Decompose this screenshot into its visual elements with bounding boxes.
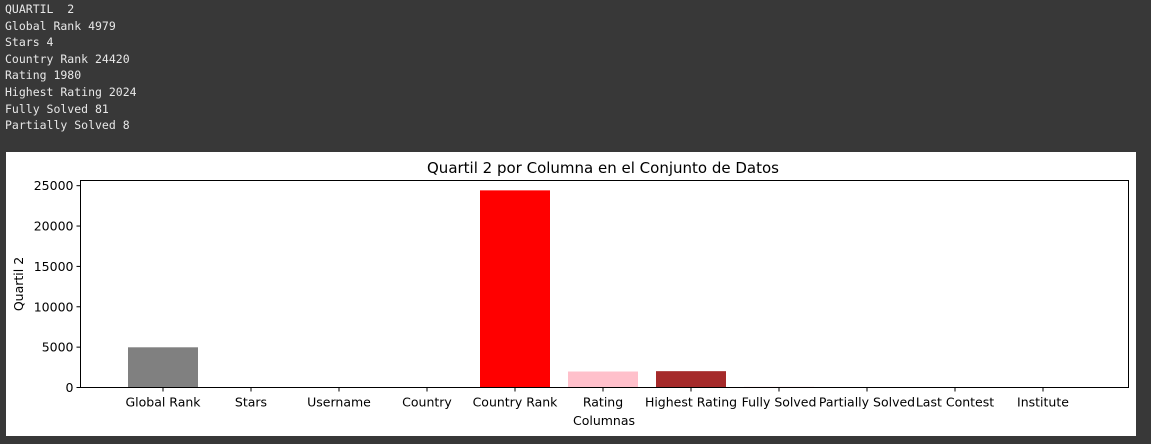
x-tick-label: Institute: [1017, 395, 1069, 410]
bar: [656, 371, 726, 388]
x-tick-label: Rating: [583, 395, 623, 410]
chart-output: Quartil 2 por Columna en el Conjunto de …: [6, 152, 1136, 436]
x-tick-label: Username: [307, 395, 371, 410]
chart-title: Quartil 2 por Columna en el Conjunto de …: [427, 159, 779, 177]
x-ticks: Global Rank Stars Username Country Country R…: [125, 387, 1069, 410]
output-line: Partially Solved 8: [5, 118, 130, 133]
bar: [128, 347, 198, 388]
y-tick-label: 25000: [34, 178, 74, 193]
x-tick-label: Country: [402, 395, 452, 410]
bar-chart: Quartil 2 por Columna en el Conjunto de …: [11, 159, 1129, 428]
axes-frame: [80, 180, 1129, 388]
output-line: Rating 1980: [5, 68, 82, 83]
x-tick-label: Global Rank: [125, 395, 201, 410]
x-tick-label: Partially Solved: [819, 395, 915, 410]
output-line: Highest Rating 2024: [5, 84, 137, 99]
cell-output-text: QUARTIL 2 Global Rank 4979 Stars 4 Country …: [5, 1, 137, 134]
output-line: Global Rank 4979: [5, 18, 116, 33]
bar: [568, 371, 638, 388]
x-tick-label: Highest Rating: [645, 395, 737, 410]
output-line: Fully Solved 81: [5, 101, 109, 116]
x-tick-label: Stars: [235, 395, 267, 410]
bars-layer: [128, 190, 902, 388]
y-tick-label: 5000: [42, 340, 74, 355]
y-tick-label: 10000: [34, 299, 74, 314]
x-tick-label: Last Contest: [916, 395, 994, 410]
x-axis-label: Columnas: [573, 413, 635, 428]
output-line: Stars 4: [5, 35, 54, 50]
y-axis-label: Quartil 2: [11, 257, 26, 311]
y-tick-label: 20000: [34, 219, 74, 234]
bar: [480, 190, 550, 388]
y-tick-label: 15000: [34, 259, 74, 274]
y-ticks: 0 5000 10000 15000 20000 25000: [34, 178, 81, 395]
x-tick-label: Country Rank: [473, 395, 559, 410]
y-tick-label: 0: [66, 380, 74, 395]
output-line: QUARTIL 2: [5, 2, 75, 16]
x-tick-label: Fully Solved: [742, 395, 817, 410]
output-line: Country Rank 24420: [5, 51, 130, 66]
